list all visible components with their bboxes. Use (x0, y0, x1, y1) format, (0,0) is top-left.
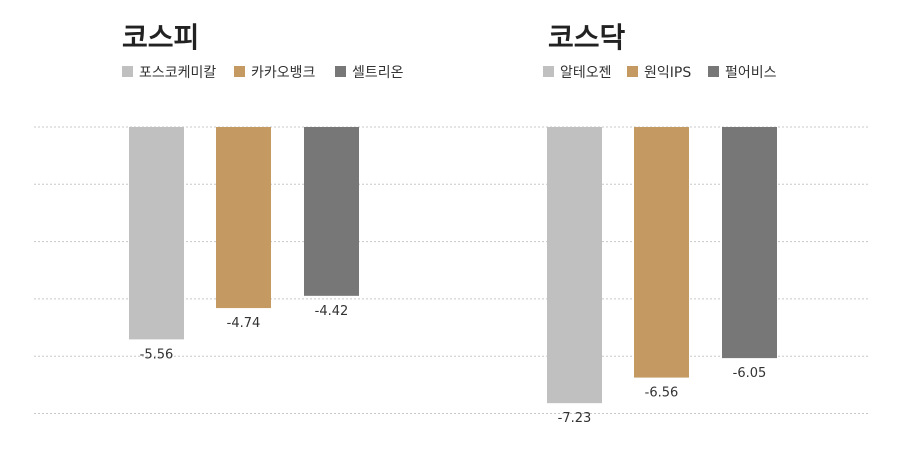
legend-entry: 알테오젠 (560, 65, 612, 81)
bar (547, 127, 602, 404)
panel-title: 코스닥 (548, 21, 626, 54)
legend-swatch (122, 66, 133, 77)
bars: -7.23 -6.56 -6.05 (547, 127, 777, 426)
bar-value-label: -6.56 (645, 386, 679, 401)
legend-swatch (543, 66, 554, 77)
bar-value-label: -6.05 (733, 366, 767, 381)
bar (634, 127, 689, 378)
panel-kosdaq: 코스닥 알테오젠 원익IPS 펄어비스 -7.23 -6.56 -6.05 (543, 21, 777, 426)
legend-entry: 카카오뱅크 (251, 65, 316, 81)
legend-entry: 셀트리온 (352, 65, 404, 81)
legend-swatch (335, 66, 346, 77)
bar (129, 127, 184, 340)
legend-entry: 포스코케미칼 (139, 65, 216, 81)
panel-title: 코스피 (122, 21, 199, 54)
legend-swatch (234, 66, 245, 77)
legend-swatch (627, 66, 638, 77)
legend: 포스코케미칼 카카오뱅크 셀트리온 (122, 65, 404, 81)
bar (722, 127, 777, 359)
legend-entry: 펄어비스 (725, 65, 777, 81)
legend-entry: 원익IPS (644, 65, 691, 81)
bars: -5.56 -4.74 -4.42 (129, 127, 359, 362)
legend: 알테오젠 원익IPS 펄어비스 (543, 65, 777, 81)
bar-value-label: -4.74 (227, 316, 261, 331)
bar (304, 127, 359, 296)
panel-kospi: 코스피 포스코케미칼 카카오뱅크 셀트리온 -5.56 -4.74 -4.42 (122, 21, 404, 362)
bar-value-label: -4.42 (315, 304, 349, 319)
bar-value-label: -5.56 (140, 347, 174, 362)
bar (216, 127, 271, 309)
legend-swatch (708, 66, 719, 77)
bar-value-label: -7.23 (558, 411, 592, 426)
